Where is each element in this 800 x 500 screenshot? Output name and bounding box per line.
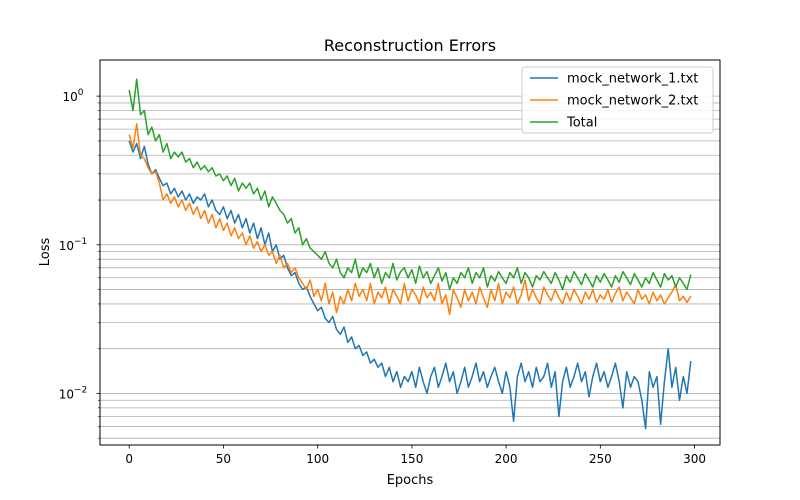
legend-box bbox=[521, 66, 714, 134]
y-tick-label: 10−2 bbox=[59, 385, 88, 401]
series-lines bbox=[128, 78, 692, 430]
x-tick-label: 100 bbox=[306, 452, 329, 466]
x-tick-label: 200 bbox=[495, 452, 518, 466]
series-line-3 bbox=[128, 78, 692, 291]
legend-label: Total bbox=[566, 116, 597, 131]
legend-label: mock_network_2.txt bbox=[567, 94, 698, 109]
x-tick-label: 50 bbox=[216, 452, 231, 466]
plot-frame bbox=[99, 59, 721, 446]
legend: mock_network_1.txt mock_network_2.txt Tota… bbox=[521, 66, 714, 134]
x-tick-label: 300 bbox=[683, 452, 706, 466]
y-tick-label: 100 bbox=[62, 88, 83, 104]
x-tick-label: 0 bbox=[125, 452, 133, 466]
y-axis-label: Loss bbox=[38, 238, 53, 267]
x-tick-label: 150 bbox=[400, 452, 423, 466]
y-tick-label: 10−1 bbox=[59, 237, 88, 253]
series-line-2 bbox=[128, 123, 692, 316]
series-line-1 bbox=[128, 140, 692, 430]
axis-ticks: 100 10−1 10−2 0 50 100 150 200 250 300 bbox=[59, 88, 706, 466]
x-axis-label: Epochs bbox=[387, 473, 434, 488]
x-tick-label: 250 bbox=[589, 452, 612, 466]
legend-label: mock_network_1.txt bbox=[567, 72, 698, 87]
chart-title: Reconstruction Errors bbox=[324, 36, 496, 55]
